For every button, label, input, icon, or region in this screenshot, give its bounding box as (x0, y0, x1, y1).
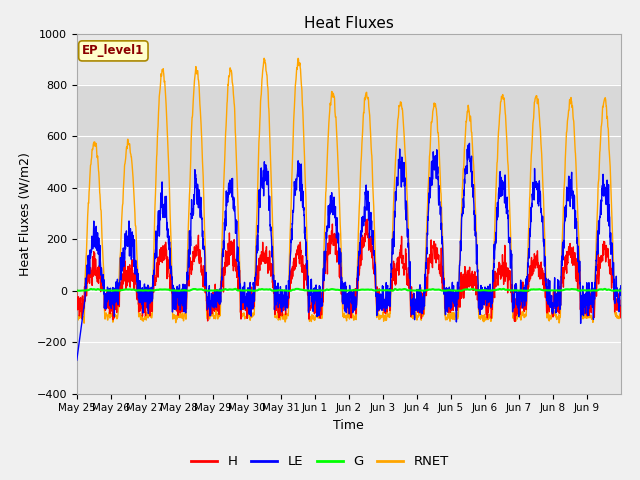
LE (381, 309, 389, 314)
RNET (617, 313, 625, 319)
G (250, 288, 257, 294)
H (617, 315, 625, 321)
H (511, 318, 519, 324)
LE (465, 141, 473, 146)
LE (513, 291, 520, 297)
RNET (127, 154, 135, 160)
RNET (73, 316, 81, 322)
H (127, 271, 135, 276)
G (617, 288, 625, 294)
Line: H: H (77, 219, 621, 321)
G (382, 288, 390, 293)
LE (617, 283, 625, 288)
LE (543, 288, 551, 293)
H (73, 288, 81, 293)
H (544, 297, 552, 303)
G (513, 288, 521, 293)
Legend: H, LE, G, RNET: H, LE, G, RNET (186, 450, 454, 473)
H (381, 311, 389, 317)
G (544, 288, 552, 293)
LE (609, 273, 617, 278)
RNET (260, 55, 268, 61)
Text: EP_level1: EP_level1 (82, 44, 145, 58)
H (513, 297, 521, 303)
G (610, 288, 618, 294)
RNET (544, 311, 552, 317)
Title: Heat Fluxes: Heat Fluxes (304, 16, 394, 31)
RNET (610, 260, 618, 265)
G (73, 288, 81, 294)
G (245, 288, 253, 293)
Y-axis label: Heat Fluxes (W/m2): Heat Fluxes (W/m2) (18, 152, 31, 276)
H (362, 216, 369, 222)
G (232, 286, 239, 292)
LE (244, 287, 252, 293)
RNET (245, 312, 253, 318)
RNET (382, 318, 390, 324)
RNET (80, 320, 88, 326)
RNET (513, 316, 521, 322)
Line: G: G (77, 289, 621, 291)
Line: RNET: RNET (77, 58, 621, 323)
LE (127, 236, 135, 242)
Line: LE: LE (77, 144, 621, 360)
H (244, 304, 252, 310)
G (127, 287, 135, 293)
X-axis label: Time: Time (333, 419, 364, 432)
Bar (77, 85, 621, 188)
LE (73, 357, 81, 363)
H (610, 277, 618, 283)
